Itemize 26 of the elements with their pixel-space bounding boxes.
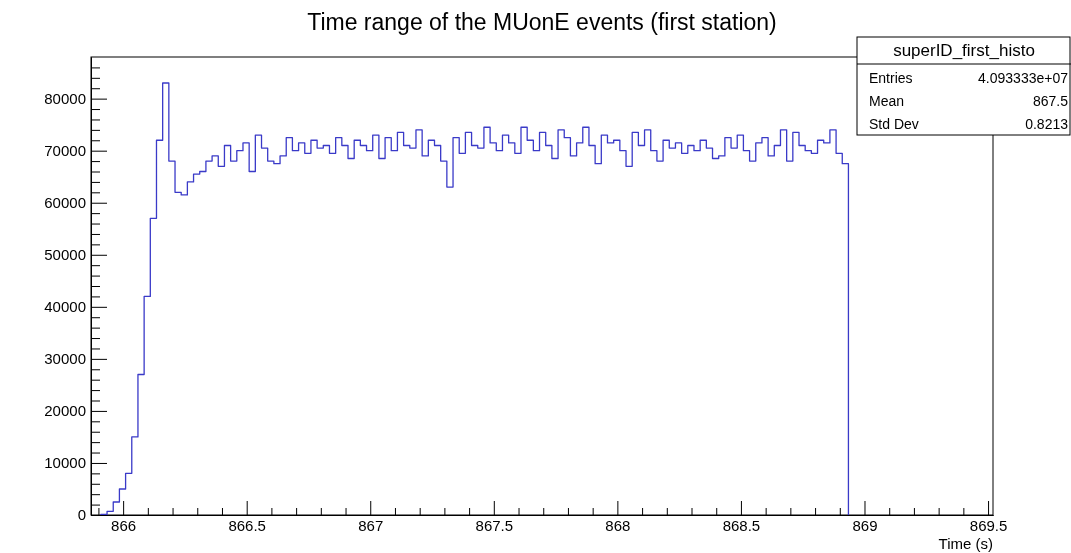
annotation: Entries bbox=[869, 70, 913, 86]
x-tick-label: 866 bbox=[111, 516, 137, 534]
y-tick-label: 0 bbox=[77, 506, 86, 524]
y-tick-label: 50000 bbox=[44, 246, 86, 264]
x-tick-label: 869.5 bbox=[969, 516, 1008, 534]
annotation: Mean bbox=[869, 93, 905, 109]
annotation: Std Dev bbox=[869, 116, 919, 132]
y-tick-label: 30000 bbox=[44, 350, 86, 368]
x-tick-label: 867.5 bbox=[475, 516, 514, 534]
y-tick-label: 60000 bbox=[44, 194, 86, 212]
y-tick-label: 40000 bbox=[44, 298, 86, 316]
annotation: superID_first_histo bbox=[893, 41, 1035, 60]
x-tick-label: 868.5 bbox=[722, 516, 761, 534]
chart-title: Time range of the MUonE events (first station) bbox=[307, 9, 777, 35]
text: 867.5 bbox=[1032, 93, 1068, 109]
x-tick-label: 869 bbox=[852, 516, 878, 534]
x-tick-label: 868 bbox=[605, 516, 631, 534]
annotation: 4.093333e+07 bbox=[978, 70, 1069, 86]
text: 0.8213 bbox=[1025, 116, 1068, 132]
y-tick-label: 10000 bbox=[44, 454, 86, 472]
x-axis-title: Time (s) bbox=[938, 535, 993, 552]
x-tick-label: 866.5 bbox=[228, 516, 266, 534]
y-tick-label: 70000 bbox=[44, 141, 86, 159]
y-tick-label: 80000 bbox=[44, 89, 86, 107]
x-tick-label: 867 bbox=[358, 516, 384, 534]
y-tick-label: 20000 bbox=[44, 402, 86, 420]
